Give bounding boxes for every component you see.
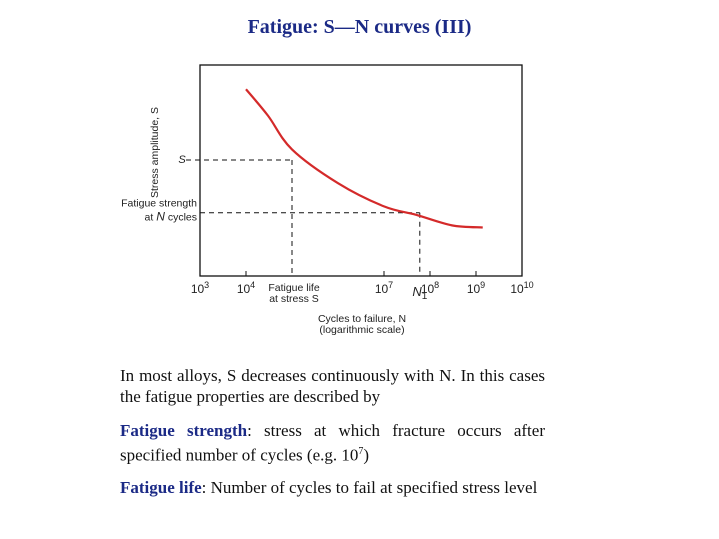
fatigue-life-label: Fatigue life bbox=[268, 282, 320, 294]
term-fatigue-strength: Fatigue strength bbox=[120, 421, 248, 440]
x-tick-label: 1010 bbox=[510, 280, 533, 296]
n1-label: N1 bbox=[412, 284, 427, 302]
fatigue-strength-cycles-label: at N cycles bbox=[145, 210, 197, 224]
y-axis-label: Stress amplitude, S bbox=[149, 107, 161, 198]
x-tick-label: 108 bbox=[421, 280, 439, 296]
fatigue-life-stress-label: at stress S bbox=[269, 293, 319, 305]
sn-curve-chart: 103 104 107 108 109 1010 Stress amplitude, S S F… bbox=[121, 64, 534, 336]
fatigue-strength-label: Fatigue strength bbox=[121, 198, 197, 210]
x-axis-sublabel: (logarithmic scale) bbox=[319, 324, 404, 336]
x-tick-label: 103 bbox=[191, 280, 209, 296]
plot-frame bbox=[199, 64, 523, 277]
x-tick-label: 104 bbox=[237, 280, 255, 296]
paragraph-fatigue-strength: Fatigue strength: stress at which fractu… bbox=[120, 420, 545, 466]
x-tick-label: 109 bbox=[467, 280, 485, 296]
series-line bbox=[245, 88, 483, 229]
x-tick-label: 107 bbox=[375, 280, 393, 296]
term-fatigue-life: Fatigue life bbox=[120, 478, 202, 497]
paragraph-intro: In most alloys, S decreases continuously… bbox=[120, 366, 545, 406]
x-axis-label: Cycles to failure, N bbox=[318, 313, 406, 325]
fatigue-strength-definition: : stress at which fracture occurs after … bbox=[120, 421, 545, 465]
s-label: S bbox=[178, 154, 186, 166]
fatigue-strength-close: ) bbox=[363, 445, 370, 465]
fatigue-strength-exponent: 7 bbox=[358, 446, 364, 457]
paragraph-fatigue-life: Fatigue life: Number of cycles to fail a… bbox=[120, 477, 545, 498]
fatigue-life-definition: : Number of cycles to fail at specified … bbox=[201, 478, 538, 497]
page-title: Fatigue: S—N curves (III) bbox=[247, 16, 472, 38]
